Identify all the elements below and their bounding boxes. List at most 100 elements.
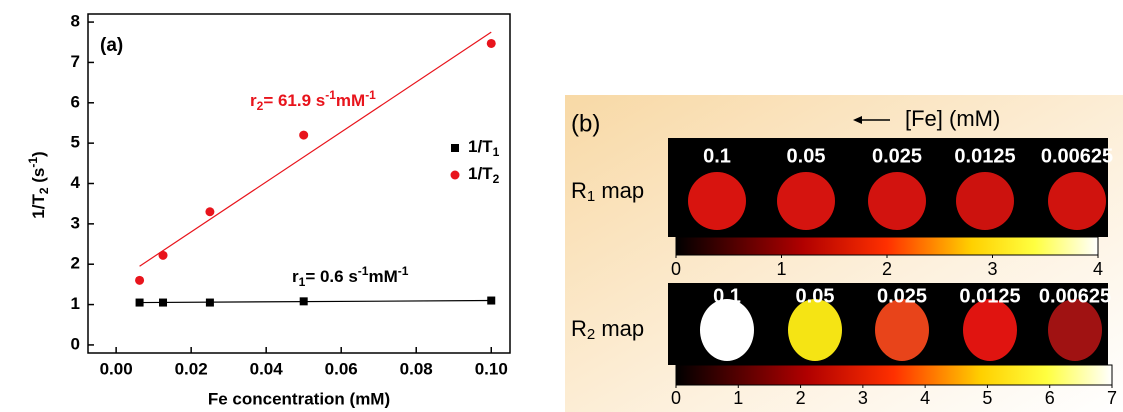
- y-tick-label: 8: [71, 12, 80, 31]
- colorbar-tick-label: 2: [796, 388, 806, 408]
- legend-part: 1/T: [468, 164, 493, 183]
- x-tick-label: 0.06: [325, 359, 358, 378]
- sample: [868, 172, 926, 230]
- y-tick-label: 4: [71, 173, 81, 192]
- concentration-label: 0.025: [872, 145, 922, 167]
- map-label-part: map: [595, 178, 644, 203]
- colorbar-tick-label: 7: [1107, 388, 1117, 408]
- arrow-label: [Fe] (mM): [905, 106, 1000, 131]
- annotation-part: mM: [336, 91, 365, 110]
- legend-label: 1/T2: [468, 164, 500, 186]
- x-tick-label: 0.02: [175, 359, 208, 378]
- point: [159, 299, 167, 307]
- point: [299, 131, 308, 140]
- colorbar-tick-label: 6: [1045, 388, 1055, 408]
- legend-marker: [451, 171, 460, 180]
- annotation: r2= 61.9 s-1mM-1: [250, 88, 376, 113]
- legend-part: 1: [493, 145, 500, 159]
- colorbar-tick-label: 4: [920, 388, 930, 408]
- point: [205, 207, 214, 216]
- y-label-part: ): [29, 151, 48, 157]
- y-tick-label: 3: [71, 213, 80, 232]
- map-label: R2 map: [571, 316, 644, 343]
- x-tick-label: 0.08: [400, 359, 433, 378]
- annotation: r1= 0.6 s-1mM-1: [292, 264, 409, 289]
- annotation-part: -1: [358, 264, 369, 278]
- legend-marker: [451, 144, 459, 152]
- concentration-label: 0.1: [713, 285, 741, 307]
- point: [206, 299, 214, 307]
- legend-part: 1/T: [468, 137, 493, 156]
- fit-line: [140, 32, 492, 266]
- y-tick-label: 0: [71, 334, 80, 353]
- colorbar-tick-label: 3: [858, 388, 868, 408]
- colorbar-tick-label: 1: [776, 259, 786, 279]
- y-axis-label: 1/T2 (s-1): [26, 151, 51, 218]
- point: [300, 297, 308, 305]
- sample: [688, 172, 746, 230]
- y-tick-label: 7: [71, 52, 80, 71]
- annotation-part: = 0.6 s: [305, 267, 357, 286]
- y-tick-label: 6: [71, 92, 80, 111]
- colorbar-tick-label: 5: [982, 388, 992, 408]
- map-label-part: 1: [587, 188, 595, 205]
- concentration-label: 0.0125: [954, 145, 1015, 167]
- annotation-part: mM: [368, 267, 397, 286]
- point: [159, 251, 168, 260]
- colorbar-tick-label: 2: [882, 259, 892, 279]
- point: [487, 297, 495, 305]
- colorbar: [676, 365, 1112, 385]
- panel-a: (a) Fe concentration (mM) 1/T2 (s-1) r2=…: [26, 12, 510, 409]
- map-label-part: map: [595, 316, 644, 341]
- map-label-part: 2: [587, 326, 595, 343]
- sample: [788, 299, 842, 361]
- fit-line: [140, 301, 492, 303]
- y-tick-label: 5: [71, 133, 80, 152]
- colorbar-tick-label: 0: [671, 259, 681, 279]
- sample: [1048, 299, 1102, 361]
- y-tick-label: 1: [71, 294, 80, 313]
- panel-label: (a): [100, 35, 123, 56]
- panel-b: (b) [Fe] (mM) R1 map R2 map 0.10.10.050.…: [565, 95, 1123, 412]
- concentration-label: 0.00625: [1041, 145, 1113, 167]
- map-label-part: R: [571, 316, 587, 341]
- colorbar: [676, 237, 1098, 255]
- sample: [777, 172, 835, 230]
- sample: [956, 172, 1014, 230]
- sample: [963, 299, 1017, 361]
- concentration-label: 0.0125: [959, 285, 1020, 307]
- concentration-label: 0.1: [703, 145, 731, 167]
- map-label: R1 map: [571, 178, 644, 205]
- map-label-part: R: [571, 178, 587, 203]
- annotation-part: = 61.9 s: [263, 91, 325, 110]
- colorbar-tick-label: 3: [987, 259, 997, 279]
- annotation-part: -1: [325, 88, 336, 102]
- y-label-part: 1/T: [29, 194, 48, 219]
- sample: [700, 299, 754, 361]
- point: [135, 276, 144, 285]
- panel-label: (b): [571, 110, 600, 137]
- y-tick-label: 2: [71, 254, 80, 273]
- x-tick-label: 0.04: [250, 359, 284, 378]
- x-axis-label: Fe concentration (mM): [208, 389, 390, 408]
- annotation-part: -1: [365, 88, 376, 102]
- point: [136, 299, 144, 307]
- y-label-part: -1: [26, 157, 40, 168]
- colorbar-tick-label: 4: [1093, 259, 1103, 279]
- concentration-label: 0.025: [877, 285, 927, 307]
- x-tick-label: 0.10: [475, 359, 508, 378]
- figure: (a) Fe concentration (mM) 1/T2 (s-1) r2=…: [0, 0, 1123, 412]
- legend-part: 2: [493, 172, 500, 186]
- colorbar-tick-label: 0: [671, 388, 681, 408]
- concentration-label: 0.00625: [1039, 285, 1111, 307]
- point: [487, 39, 496, 48]
- colorbar-tick-label: 1: [733, 388, 743, 408]
- sample: [1048, 172, 1106, 230]
- concentration-label: 0.05: [796, 285, 835, 307]
- y-label-part: (s: [29, 168, 48, 188]
- x-tick-label: 0.00: [100, 359, 133, 378]
- sample: [875, 299, 929, 361]
- legend-label: 1/T1: [468, 137, 500, 159]
- concentration-label: 0.05: [787, 145, 826, 167]
- annotation-part: -1: [398, 264, 409, 278]
